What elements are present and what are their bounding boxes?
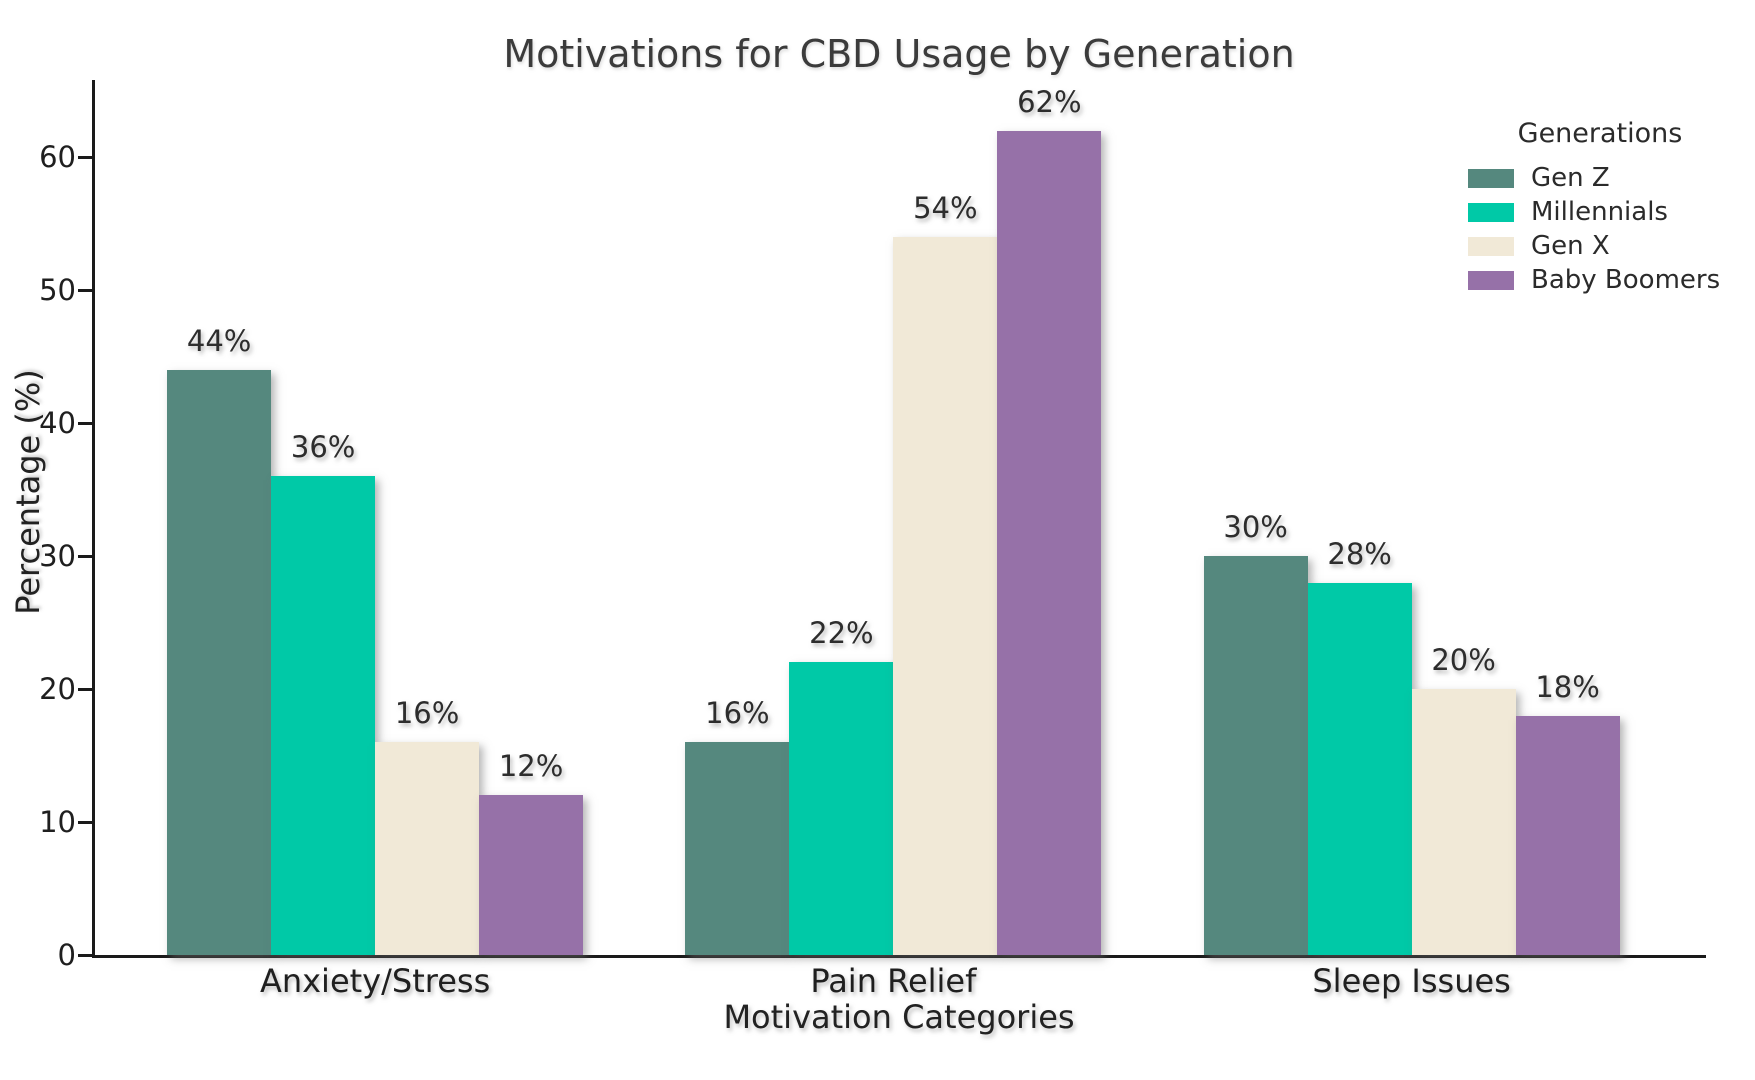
value-label: 62% (1017, 84, 1082, 119)
plot-area: 44% 16% 30% 36% 22% 28% 16% 54% 20% 12% 62% 18% (93, 80, 1705, 955)
y-tick-label: 10 (39, 805, 76, 840)
y-tick-label: 40 (39, 406, 76, 441)
legend-title: Generations (1517, 118, 1683, 149)
category-label: Pain Relief (810, 962, 977, 1000)
bar-gen-z (685, 742, 790, 955)
category-label: Anxiety/Stress (259, 962, 491, 1000)
bar-baby-boomers (997, 130, 1102, 955)
legend-swatch-icon (1468, 168, 1514, 188)
value-label: 22% (809, 616, 874, 651)
value-label: 30% (1223, 510, 1288, 545)
y-tick-mark (78, 288, 93, 292)
legend-swatch-icon (1468, 236, 1514, 256)
y-tick-mark (78, 820, 93, 824)
value-label: 20% (1431, 643, 1496, 678)
bar-gen-x (375, 742, 480, 955)
x-axis-spine (92, 955, 1706, 958)
value-label: 54% (913, 190, 978, 225)
bar-baby-boomers (479, 795, 584, 955)
legend-label: Gen Z (1531, 163, 1610, 193)
value-label: 44% (186, 323, 252, 358)
legend-label: Gen X (1531, 231, 1610, 261)
y-tick-mark (78, 554, 93, 558)
legend-entries: Gen Z Millennials Gen X Baby Boomers (1460, 161, 1720, 297)
y-tick-label: 20 (39, 672, 76, 707)
legend-swatch-icon (1468, 202, 1514, 222)
value-label: 28% (1327, 536, 1392, 571)
legend-row: Baby Boomers (1460, 263, 1720, 297)
y-tick-label: 30 (39, 539, 76, 574)
value-label: 18% (1535, 669, 1600, 704)
y-tick-mark (78, 421, 93, 425)
y-tick-label: 50 (39, 273, 76, 308)
bar-gen-x (893, 236, 998, 955)
bar-millennials (271, 476, 376, 955)
category-label: Sleep Issues (1312, 962, 1511, 1000)
legend-row: Gen X (1460, 229, 1710, 263)
y-axis-spine (92, 80, 95, 958)
y-tick-label: 0 (57, 938, 76, 972)
legend-row: Millennials (1460, 195, 1710, 229)
value-label: 16% (394, 696, 460, 731)
bar-gen-x (1411, 689, 1516, 955)
legend-row: Gen Z (1460, 161, 1710, 195)
legend-swatch-icon (1468, 270, 1514, 290)
legend-label: Millennials (1531, 197, 1668, 227)
bar-millennials (1307, 582, 1412, 955)
value-label: 12% (498, 749, 564, 784)
bar-millennials (789, 662, 894, 955)
x-axis-label: Motivation Categories (723, 998, 1075, 1036)
bar-baby-boomers (1515, 715, 1620, 955)
y-tick-label: 60 (39, 140, 76, 175)
y-tick-mark (78, 687, 93, 691)
bar-gen-z (1203, 556, 1308, 955)
legend: Generations Gen Z Millennials Gen X Baby Bo… (1460, 118, 1720, 297)
legend-label: Baby Boomers (1531, 265, 1721, 295)
y-tick-mark (78, 953, 93, 957)
bar-gen-z (167, 369, 272, 955)
value-label: 16% (705, 696, 770, 731)
chart-title: Motivations for CBD Usage by Generation (503, 32, 1295, 76)
value-label: 36% (290, 430, 356, 465)
y-tick-mark (78, 155, 93, 159)
